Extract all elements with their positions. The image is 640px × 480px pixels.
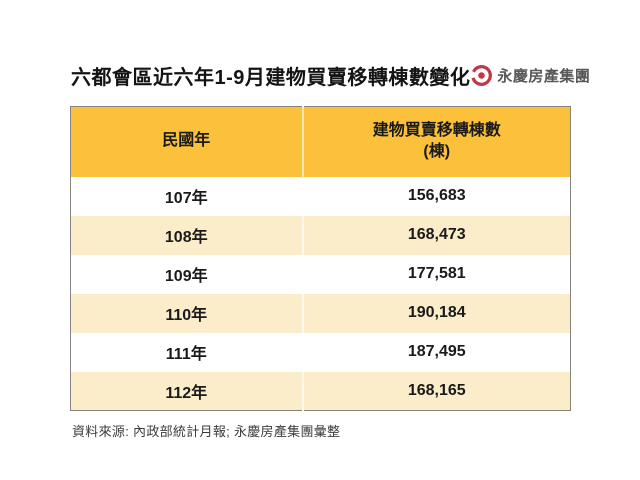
value-cell: 190,184 [301, 293, 571, 333]
table-body: 107年 156,683 108年 168,473 109年 177,581 1… [70, 176, 571, 411]
column-header-count-line2: (棟) [423, 142, 451, 160]
data-source-note: 資料來源: 內政部統計月報; 永慶房產集團彙整 [72, 424, 341, 439]
value-cell: 168,165 [301, 371, 571, 411]
value-cell: 156,683 [301, 176, 571, 216]
yungching-ring-logo-icon [471, 64, 493, 86]
brand-name: 永慶房產集團 [497, 67, 591, 85]
table-row: 110年 190,184 [70, 293, 571, 333]
year-cell: 107年 [164, 190, 208, 207]
table-row: 107年 156,683 [71, 176, 571, 216]
year-cell: 108年 [164, 229, 208, 246]
transfer-count-table: 民國年 建物買賣移轉棟數 (棟) 107年 156,683 108年 168,4… [70, 106, 571, 411]
table-row: 108年 168,473 [70, 215, 571, 255]
value-cell: 187,495 [301, 332, 571, 372]
column-header-count: 建物買賣移轉棟數 (棟) [301, 106, 571, 177]
brand-logo: 永慶房產集團 [470, 64, 590, 87]
year-cell: 111年 [165, 346, 207, 363]
table-row: 109年 177,581 [71, 254, 571, 294]
table-row: 112年 168,165 [70, 371, 571, 411]
year-cell: 109年 [164, 268, 208, 285]
year-cell: 112年 [165, 384, 208, 402]
header-row: 民國年 建物買賣移轉棟數 (棟) [70, 106, 571, 177]
column-header-year: 民國年 [70, 106, 303, 177]
value-cell: 168,473 [301, 215, 571, 255]
year-cell: 110年 [165, 307, 208, 324]
page-title: 六都會區近六年1-9月建物買賣移轉棟數變化 [71, 66, 471, 89]
value-cell: 177,581 [301, 254, 571, 294]
table-header: 民國年 建物買賣移轉棟數 (棟) [70, 106, 571, 177]
table-row: 111年 187,495 [71, 332, 571, 372]
column-header-count-line1: 建物買賣移轉棟數 [372, 121, 501, 139]
page-header: 六都會區近六年1-9月建物買賣移轉棟數變化 永慶房產集團 [71, 59, 590, 91]
